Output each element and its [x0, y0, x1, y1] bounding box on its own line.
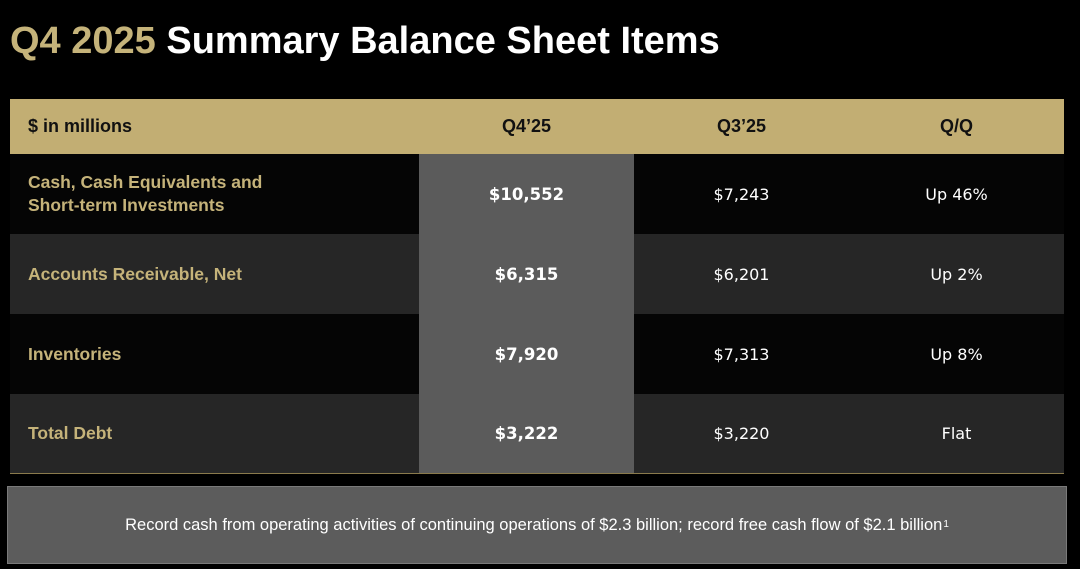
header-q3-25: Q3’25	[716, 116, 767, 136]
footer-callout: Record cash from operating activities of…	[7, 486, 1067, 564]
title-period: Q4 2025	[10, 20, 156, 62]
page-title: Q4 2025 Summary Balance Sheet Items	[10, 16, 720, 66]
table-row: Total Debt $3,222 $3,220 Flat	[10, 394, 1064, 474]
balance-sheet-table: $ in millions Q4’25 Q3’25 Q/Q Cash, Cash…	[10, 99, 1064, 474]
row-label-line1: Cash, Cash Equivalents and	[28, 172, 263, 192]
header-qq: Q/Q	[939, 116, 973, 136]
row-label: Cash, Cash Equivalents and Short-term In…	[10, 154, 419, 234]
q4-value: $3,222	[419, 394, 634, 473]
q3-value: $6,201	[713, 264, 770, 284]
qq-change: Up 46%	[925, 184, 988, 204]
header-q4-25: Q4’25	[501, 116, 552, 136]
qq-change: Flat	[941, 424, 972, 443]
table-row: Inventories $7,920 $7,313 Up 8%	[10, 314, 1064, 394]
q4-value: $6,315	[419, 234, 634, 314]
q3-value: $7,243	[713, 184, 770, 204]
row-label: Accounts Receivable, Net	[28, 263, 242, 284]
table-row: Accounts Receivable, Net $6,315 $6,201 U…	[10, 234, 1064, 314]
table-row: Cash, Cash Equivalents and Short-term In…	[10, 154, 1064, 234]
row-label: Inventories	[28, 343, 122, 364]
footer-text: Record cash from operating activities of…	[125, 515, 943, 534]
q4-value: $7,920	[419, 314, 634, 394]
qq-change: Up 2%	[930, 264, 983, 284]
header-units: $ in millions	[28, 116, 133, 136]
title-text: Summary Balance Sheet Items	[166, 20, 720, 62]
q3-value: $7,313	[713, 344, 770, 364]
row-label: Total Debt	[28, 423, 113, 443]
q3-value: $3,220	[713, 424, 770, 443]
row-label-line2: Short-term Investments	[28, 195, 225, 215]
qq-change: Up 8%	[930, 344, 983, 364]
q4-value: $10,552	[419, 154, 634, 234]
table-header-row: $ in millions Q4’25 Q3’25 Q/Q	[10, 99, 1064, 154]
